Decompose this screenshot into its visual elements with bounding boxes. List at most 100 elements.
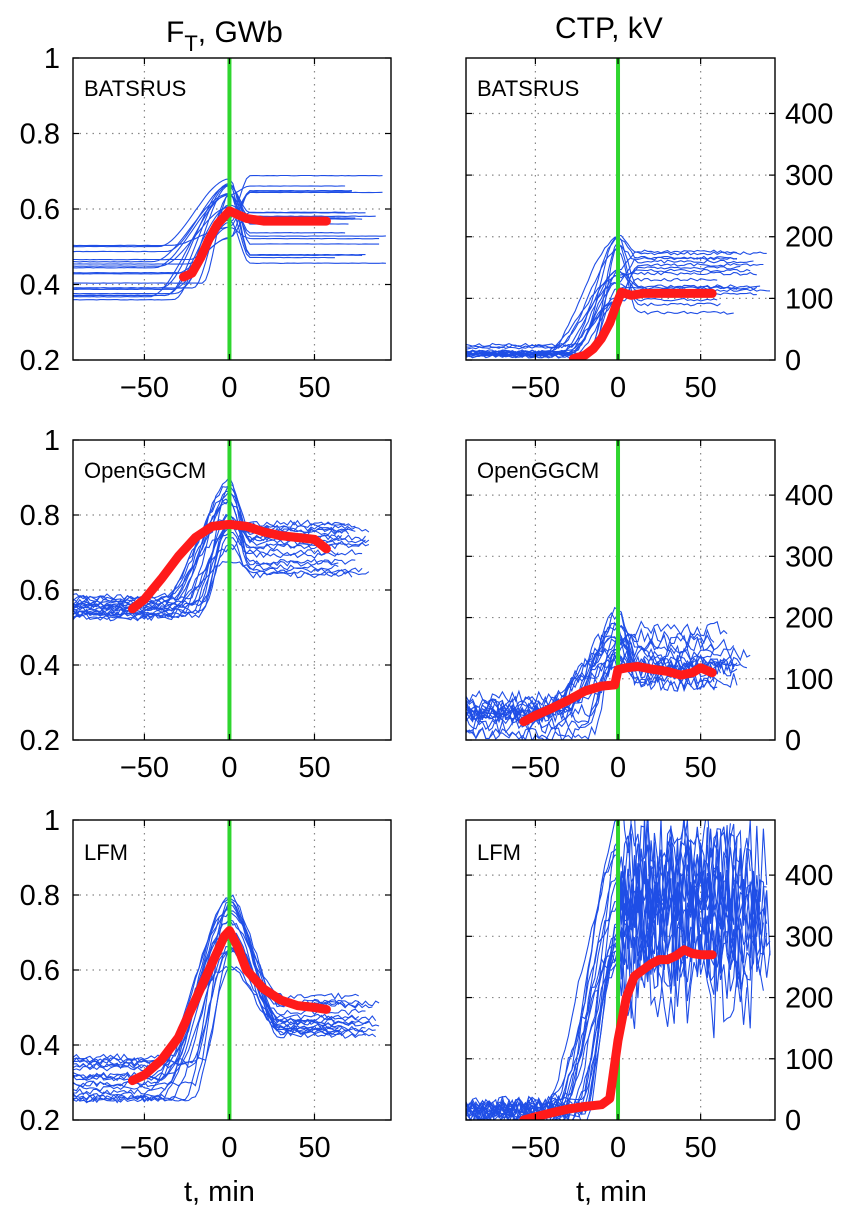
run-line bbox=[466, 621, 735, 736]
x-tick-label: −50 bbox=[120, 372, 169, 404]
run-line bbox=[73, 897, 380, 1082]
y-tick-label: 0.4 bbox=[20, 650, 60, 682]
x-tick-label: 0 bbox=[221, 372, 237, 404]
column-title-right: CTP, kV bbox=[555, 12, 663, 45]
run-line bbox=[466, 611, 722, 724]
run-line bbox=[73, 189, 352, 275]
run-line bbox=[73, 918, 366, 1099]
run-line bbox=[73, 531, 363, 614]
panel-lfm-ctp: LFM −50 0 50 0 100 200 300 400 bbox=[465, 819, 833, 1164]
grid bbox=[466, 58, 775, 360]
y-tick-label: 100 bbox=[785, 664, 833, 696]
run-line bbox=[73, 964, 339, 1104]
run-line bbox=[73, 965, 356, 1072]
mean-line bbox=[568, 287, 717, 360]
model-label: OpenGGCM bbox=[477, 458, 599, 483]
panel-openggcm-ctp: OpenGGCM −50 0 50 0 100 200 300 400 bbox=[465, 439, 833, 784]
y-tick-label: 0.6 bbox=[20, 194, 60, 226]
run-line bbox=[466, 630, 715, 740]
grid bbox=[73, 440, 391, 740]
y-tick-label: 0.4 bbox=[20, 1030, 60, 1062]
run-line bbox=[466, 825, 718, 1117]
y-tick-label: 0.8 bbox=[20, 119, 60, 151]
x-tick-label: −50 bbox=[511, 372, 560, 404]
mean-line bbox=[179, 206, 331, 282]
run-line bbox=[73, 945, 380, 1069]
run-line bbox=[466, 657, 735, 721]
run-line bbox=[73, 192, 346, 263]
x-tick-label: 50 bbox=[685, 1132, 717, 1164]
column-titles: FT, GWb CTP, kV bbox=[166, 12, 663, 56]
run-line bbox=[73, 185, 346, 269]
y-tick-label: 200 bbox=[785, 983, 833, 1015]
individual-runs bbox=[466, 234, 771, 359]
panel-batsrus-ctp: BATSRUS −50 0 50 0 100 200 300 400 bbox=[465, 57, 833, 404]
column-title-left: FT, GWb bbox=[166, 16, 283, 56]
panel-batsrus-ft: BATSRUS −50 0 50 0.2 0.4 0.6 0.8 1 bbox=[20, 43, 392, 404]
x-tick-label: 0 bbox=[610, 1132, 626, 1164]
y-tick-label: 1 bbox=[44, 43, 60, 75]
run-line bbox=[73, 543, 370, 606]
model-label: BATSRUS bbox=[84, 76, 186, 101]
x-tick-label: 50 bbox=[685, 372, 717, 404]
model-label: LFM bbox=[477, 840, 521, 865]
run-line bbox=[73, 521, 356, 621]
run-line bbox=[73, 484, 370, 601]
y-tick-label: 0.8 bbox=[20, 500, 60, 532]
y-tick-label: 0.8 bbox=[20, 880, 60, 912]
axes-frame bbox=[465, 439, 776, 741]
mean-line bbox=[519, 662, 717, 727]
x-tick-label: 50 bbox=[298, 372, 330, 404]
x-tick-label: −50 bbox=[120, 752, 169, 784]
run-line bbox=[73, 511, 339, 610]
individual-runs bbox=[466, 606, 751, 740]
run-line bbox=[466, 282, 718, 356]
axes-frame bbox=[465, 819, 776, 1121]
y-tick-label: 100 bbox=[785, 283, 833, 315]
y-tick-label: 0.2 bbox=[20, 345, 60, 377]
y-tick-label: 0 bbox=[785, 345, 801, 377]
y-tick-label: 0.6 bbox=[20, 575, 60, 607]
run-line bbox=[466, 636, 751, 716]
x-tick-label: −50 bbox=[120, 1132, 169, 1164]
y-tick-label: 0.6 bbox=[20, 955, 60, 987]
x-tick-label: −50 bbox=[511, 1132, 560, 1164]
run-line bbox=[466, 635, 715, 715]
y-tick-label: 0 bbox=[785, 1105, 801, 1137]
x-tick-label: 0 bbox=[610, 372, 626, 404]
model-label: BATSRUS bbox=[477, 76, 579, 101]
run-line bbox=[73, 184, 366, 256]
grid bbox=[73, 58, 391, 360]
y-tick-label: 0.2 bbox=[20, 725, 60, 757]
run-line bbox=[466, 249, 734, 350]
x-tick-label: 0 bbox=[221, 752, 237, 784]
x-tick-label: 50 bbox=[298, 1132, 330, 1164]
y-tick-label: 0.4 bbox=[20, 270, 60, 302]
y-tick-label: 200 bbox=[785, 603, 833, 635]
run-line bbox=[466, 626, 715, 724]
axes-frame bbox=[465, 57, 776, 361]
x-tick-label: 0 bbox=[610, 752, 626, 784]
run-line bbox=[73, 184, 366, 301]
run-line bbox=[73, 183, 356, 296]
run-line bbox=[73, 178, 380, 248]
grid bbox=[73, 820, 391, 1120]
run-line bbox=[73, 903, 342, 1061]
run-line bbox=[73, 899, 349, 1088]
x-axis-label-left: t, min bbox=[184, 1176, 255, 1208]
mean-line bbox=[128, 926, 331, 1086]
x-tick-label: 0 bbox=[221, 1132, 237, 1164]
run-line bbox=[466, 854, 764, 1120]
model-label: LFM bbox=[84, 840, 128, 865]
model-label: OpenGGCM bbox=[84, 458, 206, 483]
mean-line bbox=[128, 519, 331, 614]
x-axis-label-right: t, min bbox=[576, 1176, 647, 1208]
panel-lfm-ft: LFM −50 0 50 0.2 0.4 0.6 0.8 1 bbox=[20, 805, 392, 1164]
y-tick-label: 300 bbox=[785, 921, 833, 953]
panel-openggcm-ft: OpenGGCM −50 0 50 0.2 0.4 0.6 0.8 1 bbox=[20, 425, 392, 784]
run-line bbox=[466, 240, 721, 359]
run-line bbox=[73, 908, 359, 1079]
x-tick-label: 50 bbox=[685, 752, 717, 784]
y-tick-label: 1 bbox=[44, 425, 60, 457]
